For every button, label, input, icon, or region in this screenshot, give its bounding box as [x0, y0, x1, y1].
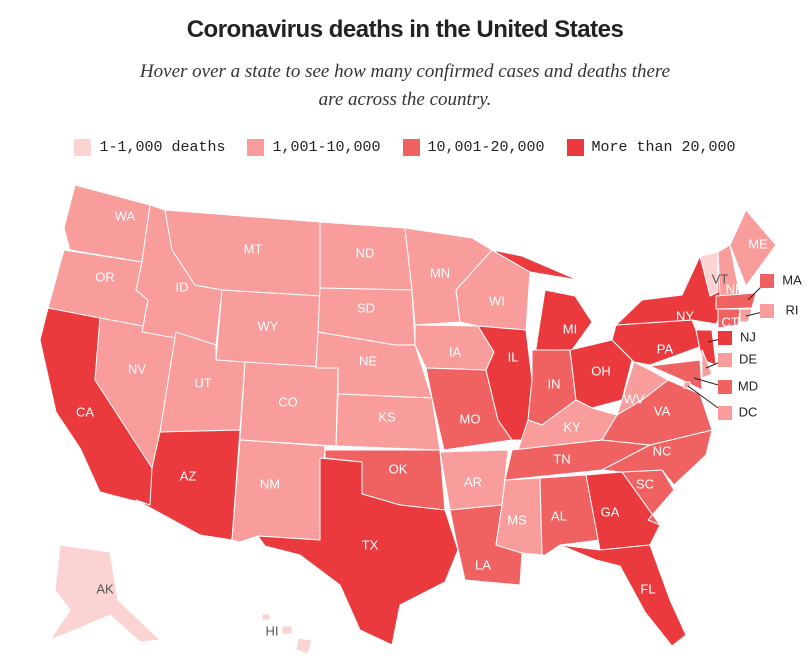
state-label: IN	[548, 376, 561, 391]
legend-swatch	[247, 139, 265, 156]
state-label: NE	[359, 353, 377, 368]
state-label: CO	[278, 394, 298, 409]
state[interactable]	[135, 429, 241, 541]
state[interactable]	[701, 349, 713, 379]
state-label: NJ	[740, 329, 756, 344]
state-label: CA	[76, 404, 94, 419]
state[interactable]	[699, 251, 719, 297]
state-label: ME	[748, 236, 768, 251]
state-label: ND	[356, 245, 375, 260]
legend-item: More than 20,000	[566, 139, 736, 156]
state-label: ID	[176, 279, 189, 294]
legend-swatch	[566, 139, 584, 156]
state-label: DC	[739, 404, 758, 419]
state-label: TN	[553, 451, 570, 466]
state[interactable]	[695, 329, 717, 366]
state-label: NC	[653, 443, 672, 458]
state[interactable]	[559, 544, 687, 647]
state-label: MA	[782, 272, 802, 287]
state-label: GA	[601, 504, 620, 519]
legend-swatch	[402, 139, 420, 156]
state[interactable]	[49, 544, 161, 643]
legend-item: 1,001-10,000	[247, 139, 381, 156]
state-label: VT	[712, 271, 729, 286]
state-label: OR	[95, 269, 115, 284]
legend-item: 10,001-20,000	[402, 139, 545, 156]
state-label: HI	[266, 623, 279, 638]
state-label: NM	[260, 476, 280, 491]
state-label: PA	[657, 341, 674, 356]
state-label: SD	[357, 300, 375, 315]
state-label: SC	[636, 476, 654, 491]
state[interactable]	[585, 471, 661, 551]
legend-label: 10,001-20,000	[427, 139, 545, 156]
state-label: RI	[786, 302, 799, 317]
state-label: NH	[726, 281, 745, 296]
callout-swatch	[718, 331, 732, 345]
state-label: AZ	[180, 468, 197, 483]
state-label: OK	[389, 461, 408, 476]
legend-swatch	[74, 139, 92, 156]
state-label: TX	[362, 537, 379, 552]
state-label: NY	[676, 308, 694, 323]
state[interactable]	[257, 457, 459, 646]
callout-swatch	[760, 304, 774, 318]
state-label: WV	[624, 391, 645, 406]
labels: WA OR CA NV ID MT WY UT AZ CO NM ND SD NE KS OK TX MN IA MO…	[76, 208, 802, 638]
state-label: WY	[258, 318, 279, 333]
state[interactable]	[261, 613, 313, 655]
state[interactable]	[63, 184, 151, 263]
state-label: MN	[430, 265, 450, 280]
state-label: UT	[194, 375, 211, 390]
state-label: MD	[738, 378, 758, 393]
state-label: FL	[640, 581, 655, 596]
state-label: WA	[115, 208, 136, 223]
state-label: MI	[563, 321, 577, 336]
state-label: IL	[508, 349, 519, 364]
state-label: KS	[378, 409, 396, 424]
state-label: WI	[489, 293, 505, 308]
legend-label: 1,001-10,000	[272, 139, 381, 156]
state-label: NV	[128, 361, 146, 376]
state-label: IA	[449, 344, 462, 359]
state-label: MS	[507, 512, 527, 527]
state-label: LA	[475, 557, 491, 572]
state-label: MO	[460, 411, 481, 426]
legend-item: 1-1,000 deaths	[74, 139, 225, 156]
legend-label: More than 20,000	[591, 139, 736, 156]
callout-swatch	[718, 353, 732, 367]
state-label: MT	[244, 241, 263, 256]
callout-swatch	[718, 380, 732, 394]
title: Coronavirus deaths in the United States	[186, 16, 624, 43]
state-label: AK	[96, 581, 114, 596]
state-label: AL	[551, 508, 567, 523]
legend-label: 1-1,000 deaths	[99, 139, 226, 156]
state-label: DE	[739, 351, 757, 366]
state[interactable]	[477, 325, 533, 441]
state-label: KY	[563, 419, 581, 434]
state-label: AR	[464, 474, 482, 489]
state[interactable]	[715, 292, 757, 310]
callout-swatch	[718, 406, 732, 420]
state[interactable]	[717, 308, 741, 329]
legend: 1-1,000 deaths 1,001-10,000 10,001-20,000 M…	[0, 139, 810, 156]
state-label: OH	[591, 363, 611, 378]
states	[39, 184, 777, 655]
state-label: CT	[721, 314, 738, 329]
subtitle: Hover over a state to see how many confi…	[139, 61, 671, 110]
state[interactable]	[729, 209, 777, 287]
callout-swatch	[760, 274, 774, 288]
state-label: VA	[654, 403, 671, 418]
